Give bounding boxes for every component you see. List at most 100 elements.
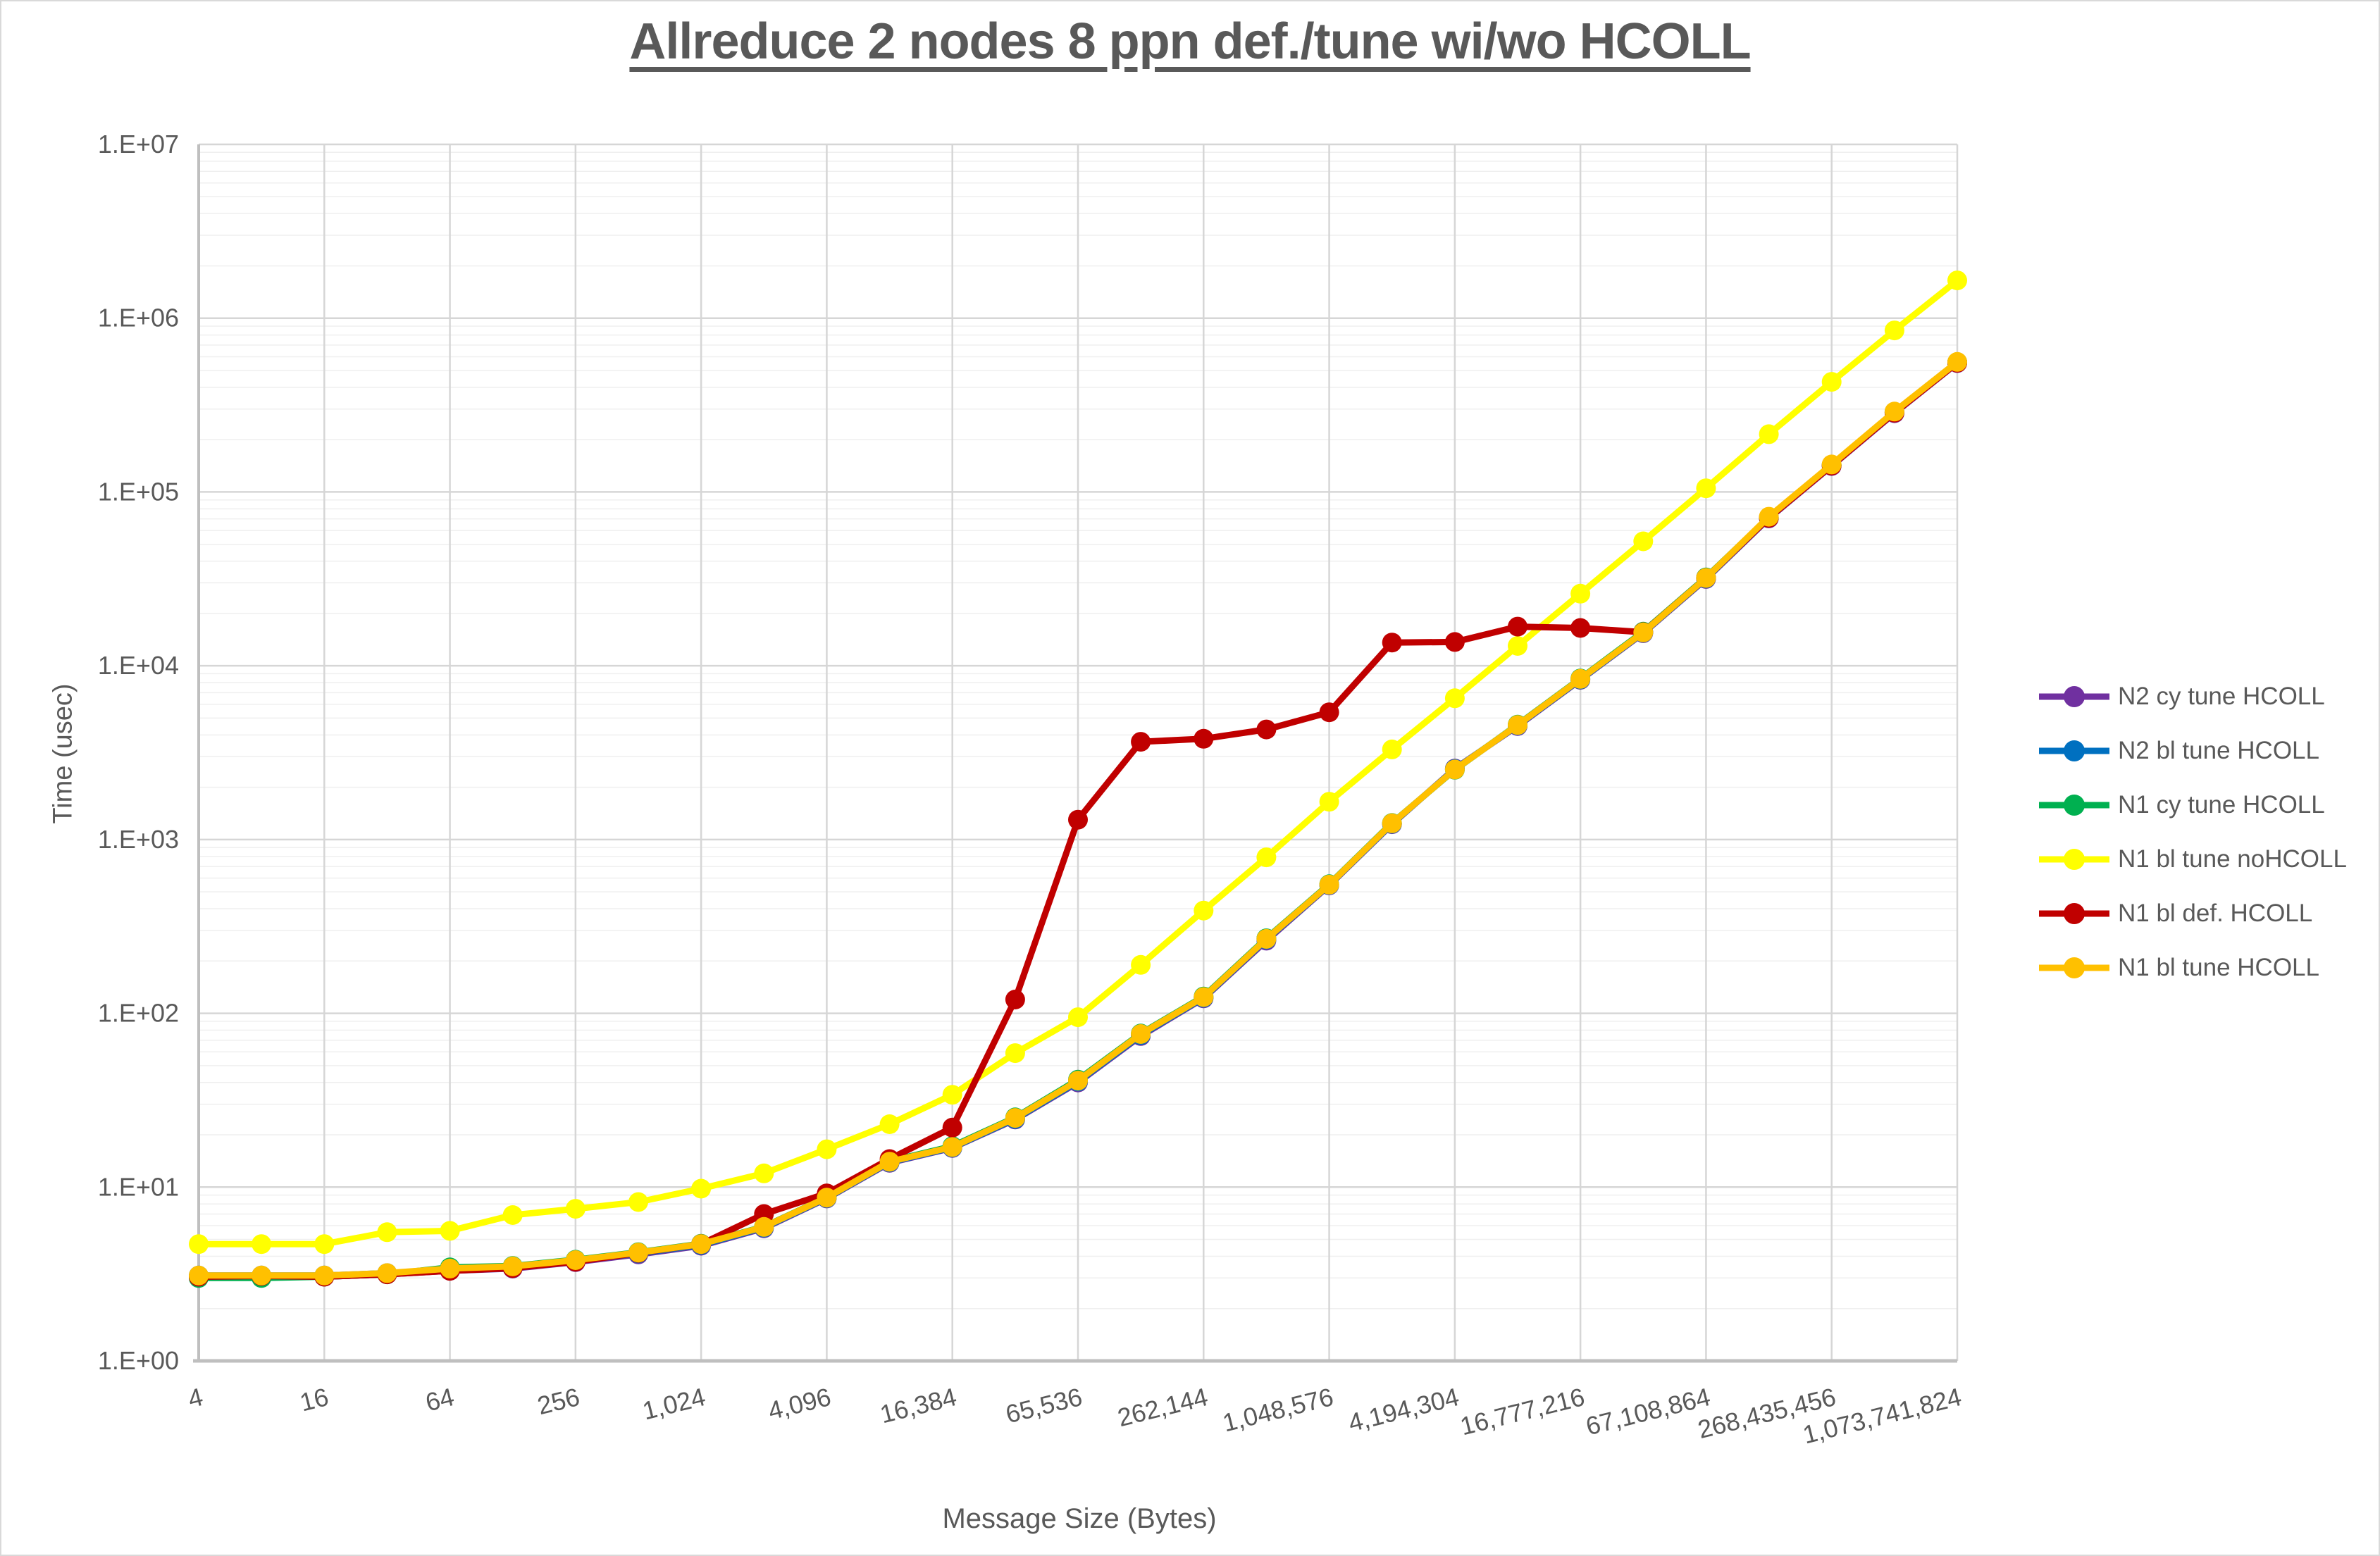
legend-swatch-n1-cy-tune-hcoll bbox=[2039, 794, 2109, 816]
data-point-n1-bl-tune-hcoll bbox=[1005, 1108, 1025, 1128]
data-point-n1-bl-tune-nohcoll bbox=[1194, 900, 1214, 921]
data-point-n1-bl-tune-hcoll bbox=[1633, 622, 1654, 642]
data-point-n1-bl-tune-nohcoll bbox=[1444, 688, 1465, 709]
data-point-n1-bl-tune-hcoll bbox=[252, 1265, 272, 1286]
data-point-n1-bl-def-hcoll bbox=[1319, 702, 1339, 723]
y-axis-title: Time (usec) bbox=[48, 683, 78, 824]
series-n1-bl-tune-hcoll bbox=[189, 351, 1967, 1286]
data-point-n1-bl-tune-hcoll bbox=[817, 1188, 837, 1208]
x-tick-label: 16,777,216 bbox=[1457, 1382, 1587, 1440]
data-point-n1-bl-tune-nohcoll bbox=[1068, 1007, 1088, 1028]
legend-item-n2-cy-tune-hcoll: N2 cy tune HCOLL bbox=[2038, 669, 2347, 723]
x-tick-label: 67,108,864 bbox=[1583, 1382, 1713, 1440]
data-point-n1-bl-tune-hcoll bbox=[377, 1263, 397, 1283]
x-tick-label: 4,194,304 bbox=[1345, 1382, 1461, 1438]
legend-item-n1-bl-tune-hcoll: N1 bl tune HCOLL bbox=[2038, 940, 2347, 995]
legend-marker-icon bbox=[2064, 740, 2085, 761]
legend: N2 cy tune HCOLL N2 bl tune HCOLL N1 cy tu… bbox=[2038, 669, 2347, 995]
x-tick-label: 4 bbox=[185, 1382, 206, 1414]
x-tick-label: 256 bbox=[535, 1382, 583, 1420]
data-point-n1-bl-tune-nohcoll bbox=[817, 1139, 837, 1159]
data-point-n1-bl-tune-nohcoll bbox=[1821, 372, 1842, 392]
data-point-n1-bl-def-hcoll bbox=[1256, 719, 1277, 740]
y-tick-label: 1.E+07 bbox=[98, 130, 179, 158]
data-point-n1-bl-tune-nohcoll bbox=[252, 1234, 272, 1255]
series-n1-bl-tune-nohcoll bbox=[189, 270, 1967, 1255]
x-tick-label: 1,048,576 bbox=[1220, 1382, 1336, 1438]
data-point-n1-bl-tune-hcoll bbox=[691, 1234, 712, 1255]
data-point-n1-bl-tune-hcoll bbox=[1508, 715, 1527, 735]
data-point-n1-bl-tune-nohcoll bbox=[691, 1178, 712, 1199]
x-tick-label: 16,384 bbox=[877, 1382, 960, 1429]
data-point-n1-bl-tune-hcoll bbox=[565, 1250, 585, 1270]
legend-marker-icon bbox=[2064, 794, 2085, 816]
legend-item-n2-bl-tune-hcoll: N2 bl tune HCOLL bbox=[2038, 723, 2347, 778]
y-tick-label: 1.E+03 bbox=[98, 825, 179, 854]
x-axis-title: Message Size (Bytes) bbox=[942, 1503, 1217, 1534]
data-point-n1-bl-tune-hcoll bbox=[1570, 668, 1591, 689]
data-point-n1-bl-tune-hcoll bbox=[942, 1137, 962, 1157]
x-tick-label: 262,144 bbox=[1115, 1382, 1210, 1432]
x-major-gridlines bbox=[197, 144, 1959, 1361]
data-point-n1-bl-tune-nohcoll bbox=[1319, 792, 1339, 812]
x-tick-labels: 4 16 64 256 1,024 4,096 16,384 65,536 262,144 1,0… bbox=[185, 1382, 1964, 1449]
data-point-n1-bl-tune-hcoll bbox=[1068, 1071, 1088, 1091]
data-point-n1-bl-tune-nohcoll bbox=[1696, 478, 1716, 499]
x-tick-label: 65,536 bbox=[1003, 1382, 1085, 1429]
y-tick-label: 1.E+05 bbox=[98, 477, 179, 506]
legend-label-n1-cy-tune-hcoll: N1 cy tune HCOLL bbox=[2118, 790, 2325, 819]
legend-swatch-n1-bl-tune-hcoll bbox=[2039, 957, 2109, 978]
data-point-n1-bl-tune-nohcoll bbox=[1884, 320, 1904, 341]
data-point-n1-bl-tune-nohcoll bbox=[502, 1205, 523, 1225]
legend-label-n2-cy-tune-hcoll: N2 cy tune HCOLL bbox=[2118, 682, 2325, 710]
data-point-n1-bl-tune-nohcoll bbox=[1005, 1043, 1025, 1064]
data-point-n1-bl-tune-nohcoll bbox=[942, 1085, 962, 1105]
data-point-n1-bl-tune-nohcoll bbox=[440, 1221, 460, 1241]
data-point-n1-bl-tune-nohcoll bbox=[879, 1114, 900, 1134]
legend-label-n2-bl-tune-hcoll: N2 bl tune HCOLL bbox=[2118, 736, 2319, 764]
data-point-n1-bl-def-hcoll bbox=[1508, 616, 1527, 637]
y-tick-label: 1.E+06 bbox=[98, 304, 179, 332]
legend-swatch-n1-bl-tune-nohcoll bbox=[2039, 848, 2109, 870]
x-tick-label: 1,024 bbox=[640, 1382, 708, 1426]
data-point-n1-bl-tune-nohcoll bbox=[628, 1192, 648, 1212]
legend-marker-icon bbox=[2064, 902, 2085, 924]
data-point-n1-bl-tune-hcoll bbox=[754, 1216, 774, 1237]
data-point-n1-bl-tune-hcoll bbox=[628, 1243, 648, 1263]
data-point-n1-bl-tune-nohcoll bbox=[377, 1222, 397, 1243]
data-point-n1-bl-def-hcoll bbox=[1570, 618, 1591, 638]
data-point-n1-bl-tune-nohcoll bbox=[1570, 583, 1591, 604]
data-point-n1-bl-def-hcoll bbox=[1444, 632, 1465, 652]
data-point-n1-bl-tune-hcoll bbox=[1759, 506, 1779, 527]
y-tick-labels: 1.E+00 1.E+01 1.E+02 1.E+03 1.E+04 1.E+05 1.E+… bbox=[98, 130, 179, 1375]
data-point-n1-bl-tune-hcoll bbox=[314, 1265, 335, 1286]
data-point-n1-bl-tune-nohcoll bbox=[1759, 424, 1779, 444]
data-point-n1-bl-tune-nohcoll bbox=[1947, 270, 1967, 291]
x-tick-label: 4,096 bbox=[765, 1382, 833, 1426]
legend-marker-icon bbox=[2064, 957, 2085, 978]
data-point-n1-bl-tune-hcoll bbox=[1256, 928, 1277, 949]
data-point-n1-bl-tune-nohcoll bbox=[565, 1199, 585, 1219]
data-point-n1-bl-tune-hcoll bbox=[1947, 351, 1967, 372]
data-point-n1-bl-tune-hcoll bbox=[1696, 568, 1716, 588]
data-point-n1-bl-tune-hcoll bbox=[502, 1256, 523, 1276]
data-point-n1-bl-tune-nohcoll bbox=[1131, 954, 1151, 975]
data-point-n1-bl-tune-nohcoll bbox=[314, 1234, 335, 1255]
data-point-n1-bl-tune-nohcoll bbox=[1382, 739, 1402, 759]
data-point-n1-bl-tune-hcoll bbox=[1319, 874, 1339, 895]
data-point-n1-bl-tune-hcoll bbox=[1382, 813, 1402, 833]
legend-label-n1-bl-def-hcoll: N1 bl def. HCOLL bbox=[2118, 899, 2313, 927]
data-point-n1-bl-def-hcoll bbox=[1131, 732, 1151, 752]
y-tick-label: 1.E+00 bbox=[98, 1346, 179, 1375]
y-tick-label: 1.E+02 bbox=[98, 999, 179, 1028]
data-point-n1-bl-tune-hcoll bbox=[1444, 759, 1465, 780]
legend-marker-icon bbox=[2064, 848, 2085, 870]
data-point-n1-bl-def-hcoll bbox=[942, 1117, 962, 1138]
data-point-n1-bl-tune-hcoll bbox=[1131, 1024, 1151, 1044]
chart-title: Allreduce 2 nodes 8 ppn def./tune wi/wo … bbox=[629, 13, 1751, 70]
y-tick-label: 1.E+01 bbox=[98, 1172, 179, 1201]
legend-item-n1-cy-tune-hcoll: N1 cy tune HCOLL bbox=[2038, 778, 2347, 832]
data-point-n1-bl-tune-nohcoll bbox=[1633, 531, 1654, 552]
data-point-n1-bl-tune-hcoll bbox=[879, 1152, 900, 1172]
